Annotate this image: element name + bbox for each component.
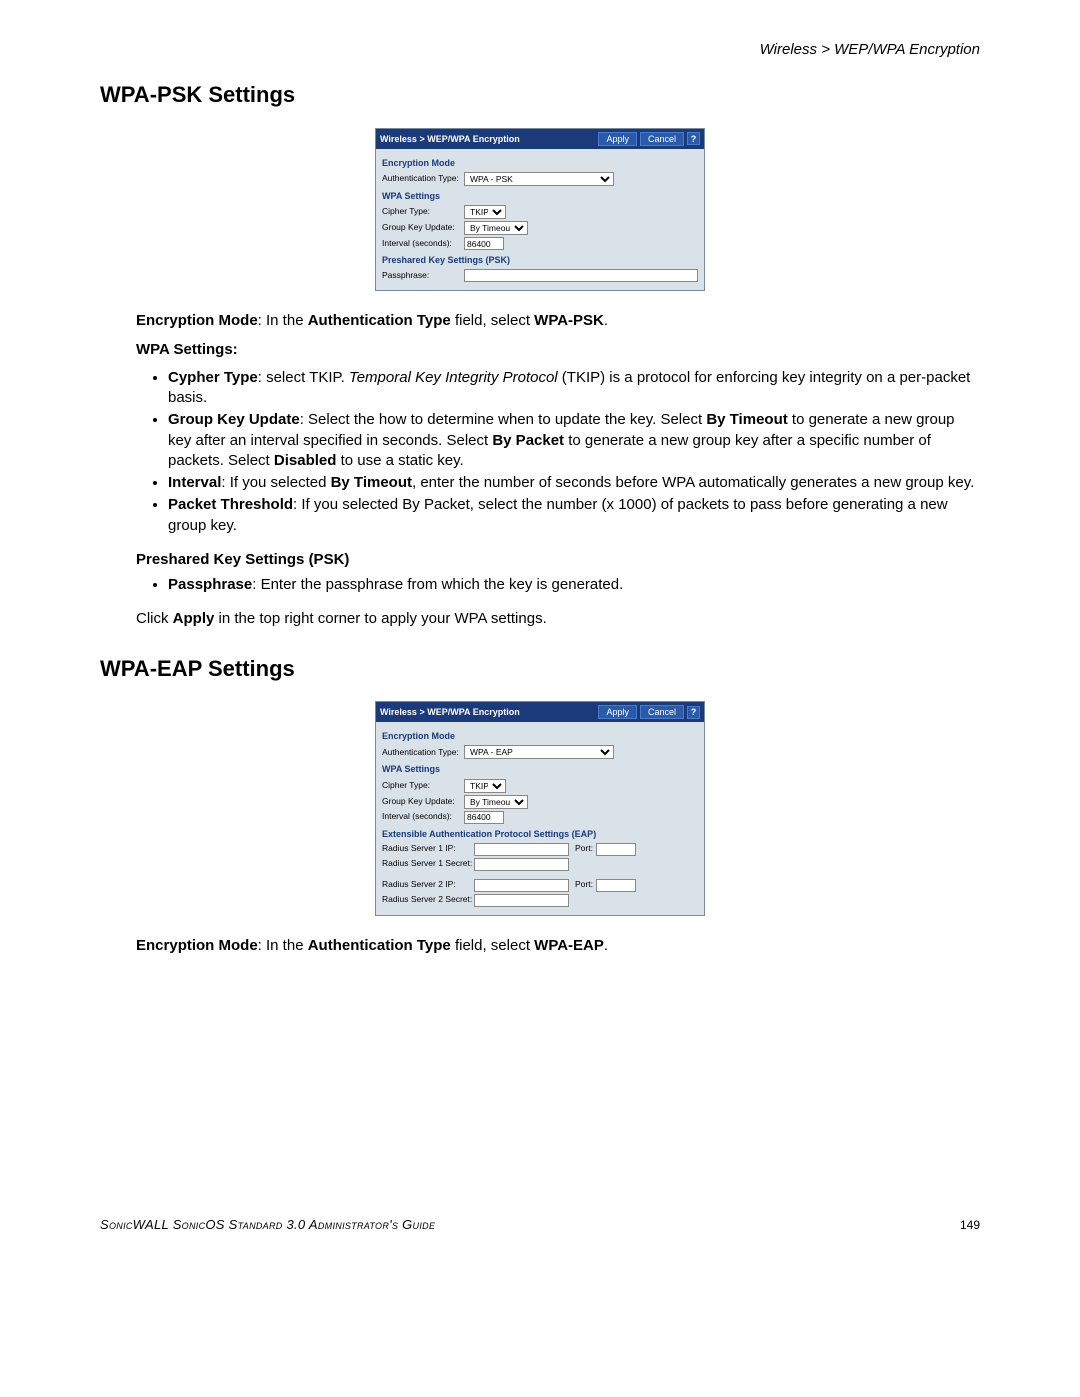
gku-row: Group Key Update: By Timeout bbox=[382, 221, 698, 235]
enc-mode-heading: Encryption Mode bbox=[382, 157, 698, 169]
gku-row: Group Key Update: By Timeout bbox=[382, 795, 698, 809]
psk-bullets: Passphrase: Enter the passphrase from wh… bbox=[168, 575, 980, 595]
eap-heading: Extensible Authentication Protocol Setti… bbox=[382, 828, 698, 840]
radius1-port-input[interactable] bbox=[596, 843, 636, 856]
radius1-secret-input[interactable] bbox=[474, 858, 569, 871]
section-heading-psk: WPA-PSK Settings bbox=[100, 80, 980, 110]
enc-mode-desc-eap: Encryption Mode: In the Authentication T… bbox=[136, 936, 980, 956]
auth-type-label: Authentication Type: bbox=[382, 747, 464, 758]
radius2-ip-row: Radius Server 2 IP: Port: bbox=[382, 879, 698, 892]
page-footer: SonicWALL SonicOS Standard 3.0 Administr… bbox=[100, 1216, 980, 1234]
wpa-settings-heading: WPA Settings bbox=[382, 190, 698, 202]
passphrase-input[interactable] bbox=[464, 269, 698, 282]
gku-label: Group Key Update: bbox=[382, 222, 464, 233]
apply-button[interactable]: Apply bbox=[598, 132, 637, 146]
cancel-button[interactable]: Cancel bbox=[640, 132, 684, 146]
psk-panel-title: Wireless > WEP/WPA Encryption bbox=[380, 133, 595, 145]
radius2-secret-row: Radius Server 2 Secret: bbox=[382, 894, 698, 907]
cipher-select[interactable]: TKIP bbox=[464, 779, 506, 793]
gku-label: Group Key Update: bbox=[382, 796, 464, 807]
bullet-cipher: Cypher Type: select TKIP. Temporal Key I… bbox=[168, 368, 980, 409]
enc-mode-desc: Encryption Mode: In the Authentication T… bbox=[136, 311, 980, 331]
passphrase-label: Passphrase: bbox=[382, 270, 464, 281]
section-heading-eap: WPA-EAP Settings bbox=[100, 654, 980, 684]
cipher-row: Cipher Type: TKIP bbox=[382, 779, 698, 793]
wpa-bullets: Cypher Type: select TKIP. Temporal Key I… bbox=[168, 368, 980, 536]
wpa-psk-term: WPA-PSK bbox=[534, 312, 604, 329]
eap-panel-header: Wireless > WEP/WPA Encryption Apply Canc… bbox=[376, 702, 704, 722]
eap-panel-body: Encryption Mode Authentication Type: WPA… bbox=[376, 722, 704, 914]
bullet-interval: Interval: If you selected By Timeout, en… bbox=[168, 473, 980, 493]
bullet-passphrase: Passphrase: Enter the passphrase from wh… bbox=[168, 575, 980, 595]
port-label: Port: bbox=[575, 879, 593, 890]
radius1-secret-label: Radius Server 1 Secret: bbox=[382, 858, 474, 869]
interval-input[interactable] bbox=[464, 237, 504, 250]
help-icon[interactable]: ? bbox=[687, 706, 700, 719]
auth-type-term: Authentication Type bbox=[308, 937, 451, 954]
psk-panel-wrap: Wireless > WEP/WPA Encryption Apply Canc… bbox=[100, 128, 980, 291]
psk-panel: Wireless > WEP/WPA Encryption Apply Canc… bbox=[375, 128, 705, 291]
interval-row: Interval (seconds): bbox=[382, 237, 698, 250]
cipher-row: Cipher Type: TKIP bbox=[382, 205, 698, 219]
gku-select[interactable]: By Timeout bbox=[464, 221, 528, 235]
radius1-ip-label: Radius Server 1 IP: bbox=[382, 843, 474, 854]
auth-type-select[interactable]: WPA - PSK bbox=[464, 172, 614, 186]
port-label: Port: bbox=[575, 843, 593, 854]
interval-row: Interval (seconds): bbox=[382, 811, 698, 824]
radius2-secret-label: Radius Server 2 Secret: bbox=[382, 894, 474, 905]
psk-panel-body: Encryption Mode Authentication Type: WPA… bbox=[376, 149, 704, 290]
eap-panel: Wireless > WEP/WPA Encryption Apply Canc… bbox=[375, 701, 705, 915]
cipher-label: Cipher Type: bbox=[382, 780, 464, 791]
radius2-port-input[interactable] bbox=[596, 879, 636, 892]
page-number: 149 bbox=[960, 1217, 980, 1233]
bullet-gku: Group Key Update: Select the how to dete… bbox=[168, 410, 980, 471]
auth-type-label: Authentication Type: bbox=[382, 173, 464, 184]
passphrase-row: Passphrase: bbox=[382, 269, 698, 282]
enc-mode-term: Encryption Mode bbox=[136, 312, 258, 329]
wpa-settings-heading: WPA Settings bbox=[382, 763, 698, 775]
radius2-ip-label: Radius Server 2 IP: bbox=[382, 879, 474, 890]
apply-button[interactable]: Apply bbox=[598, 705, 637, 719]
gku-select[interactable]: By Timeout bbox=[464, 795, 528, 809]
breadcrumb: Wireless > WEP/WPA Encryption bbox=[100, 40, 980, 60]
psk-subhead: Preshared Key Settings (PSK) bbox=[136, 550, 980, 570]
auth-type-row: Authentication Type: WPA - EAP bbox=[382, 745, 698, 759]
auth-type-select[interactable]: WPA - EAP bbox=[464, 745, 614, 759]
eap-panel-title: Wireless > WEP/WPA Encryption bbox=[380, 706, 595, 718]
radius2-ip-input[interactable] bbox=[474, 879, 569, 892]
radius1-ip-input[interactable] bbox=[474, 843, 569, 856]
wpa-eap-term: WPA-EAP bbox=[534, 937, 604, 954]
radius2-secret-input[interactable] bbox=[474, 894, 569, 907]
radius1-secret-row: Radius Server 1 Secret: bbox=[382, 858, 698, 871]
interval-label: Interval (seconds): bbox=[382, 238, 464, 249]
footer-guide: SonicWALL SonicOS Standard 3.0 Administr… bbox=[100, 1216, 435, 1234]
cipher-select[interactable]: TKIP bbox=[464, 205, 506, 219]
bullet-packet: Packet Threshold: If you selected By Pac… bbox=[168, 495, 980, 536]
wpa-settings-subhead: WPA Settings: bbox=[136, 340, 980, 360]
apply-note: Click Apply in the top right corner to a… bbox=[136, 609, 980, 629]
cipher-label: Cipher Type: bbox=[382, 206, 464, 217]
psk-heading: Preshared Key Settings (PSK) bbox=[382, 254, 698, 266]
psk-panel-header: Wireless > WEP/WPA Encryption Apply Canc… bbox=[376, 129, 704, 149]
interval-label: Interval (seconds): bbox=[382, 811, 464, 822]
help-icon[interactable]: ? bbox=[687, 132, 700, 145]
radius1-ip-row: Radius Server 1 IP: Port: bbox=[382, 843, 698, 856]
enc-mode-term: Encryption Mode bbox=[136, 937, 258, 954]
auth-type-row: Authentication Type: WPA - PSK bbox=[382, 172, 698, 186]
auth-type-term: Authentication Type bbox=[308, 312, 451, 329]
interval-input[interactable] bbox=[464, 811, 504, 824]
cancel-button[interactable]: Cancel bbox=[640, 705, 684, 719]
eap-panel-wrap: Wireless > WEP/WPA Encryption Apply Canc… bbox=[100, 701, 980, 915]
enc-mode-heading: Encryption Mode bbox=[382, 730, 698, 742]
